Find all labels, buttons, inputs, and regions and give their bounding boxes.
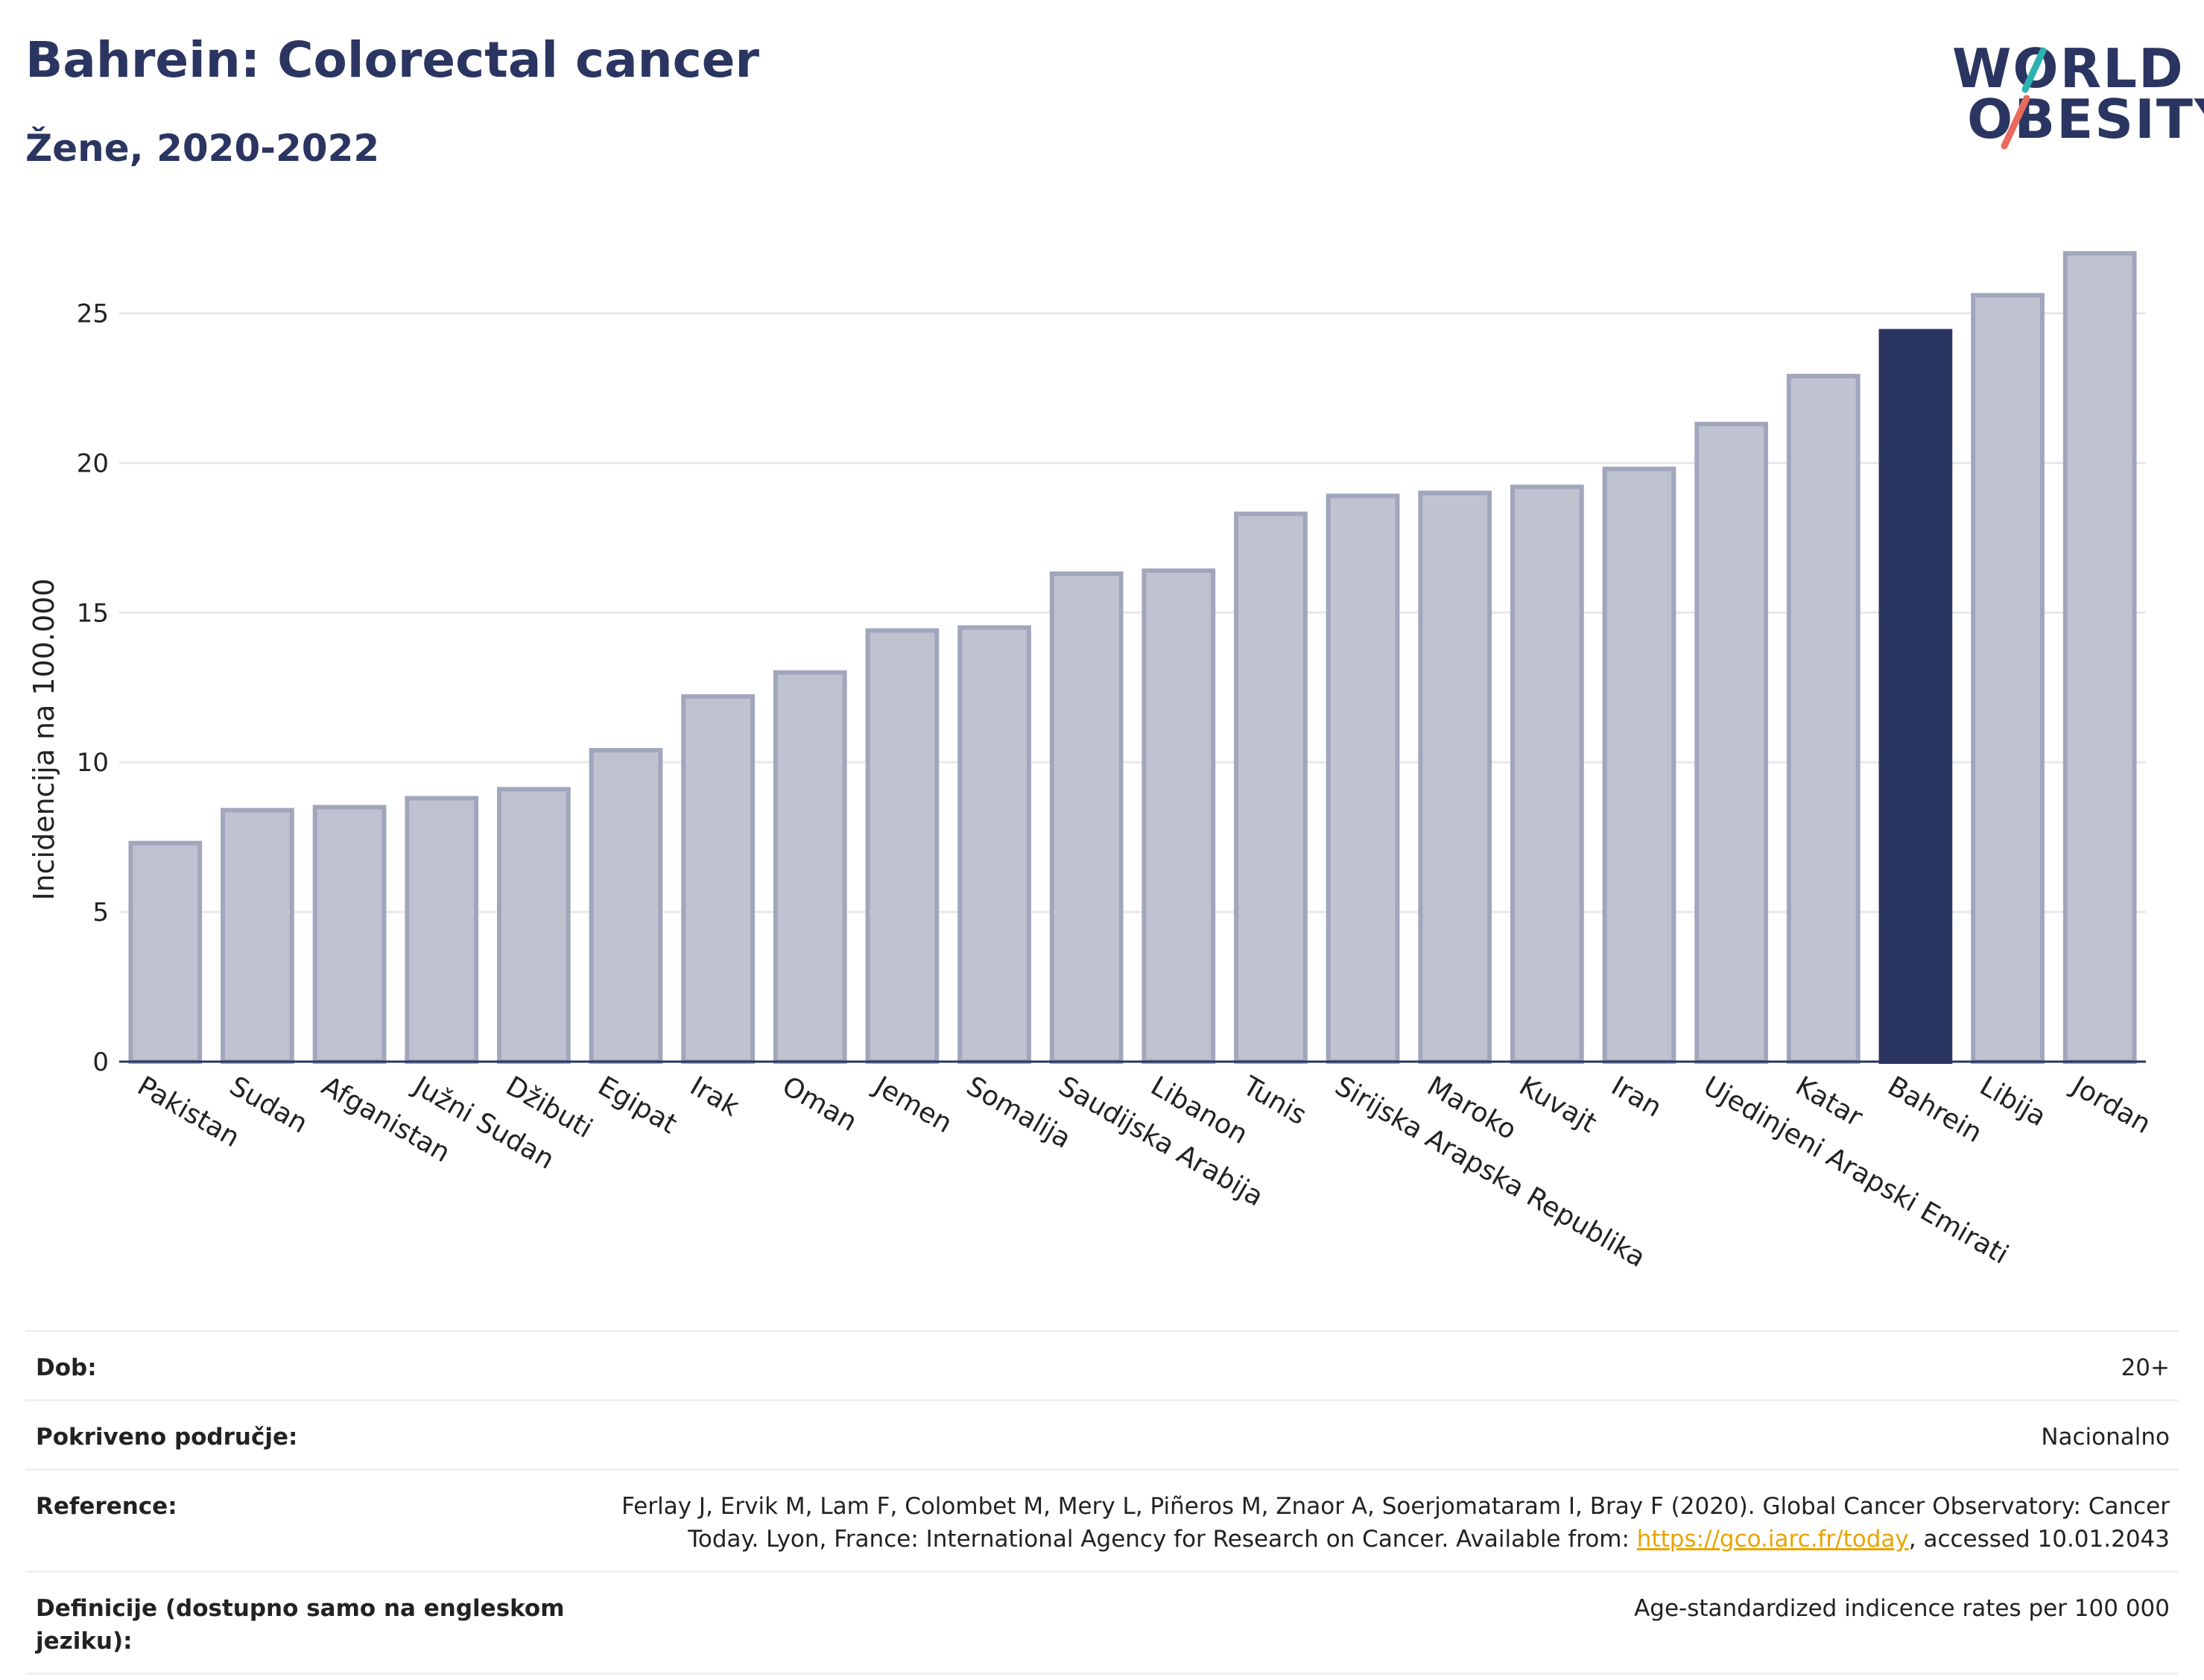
reference-value: Ferlay J, Ervik M, Lam F, Colombet M, Me… (590, 1490, 2179, 1556)
x-tick-label: Egipat (593, 1071, 683, 1140)
meta-row-age: Dob: 20+ (25, 1330, 2179, 1399)
y-tick-label: 25 (77, 299, 109, 329)
y-tick-label: 20 (77, 448, 109, 478)
bar-južni-sudan (405, 796, 479, 1065)
reference-text-1: Ferlay J, Ervik M, Lam F, Colombet M, Me… (621, 1493, 2170, 1553)
bar-džibuti (497, 787, 571, 1064)
age-value: 20+ (2121, 1354, 2170, 1381)
y-tick-label: 15 (77, 598, 109, 628)
x-tick-label: Somalija (961, 1071, 1076, 1155)
x-tick-label: Iran (1606, 1071, 1667, 1123)
x-tick-label: Jemen (868, 1070, 957, 1139)
meta-row-definition: Definicije (dostupno samo na engleskom j… (25, 1570, 2179, 1675)
chart-title: Bahrein: Colorectal cancer (25, 31, 760, 89)
bar-egipat (589, 748, 663, 1064)
bar-jordan (2062, 251, 2137, 1064)
bar-irak (681, 694, 755, 1064)
y-axis-ticks: 0 5 10 15 20 25 (77, 299, 109, 1077)
x-tick-label: Pakistan (132, 1071, 244, 1153)
bar-iran (1602, 466, 1676, 1064)
bar-sudan (221, 808, 294, 1064)
x-tick-label: Kuvajt (1514, 1071, 1602, 1139)
logo-line-1: WORLD (1952, 37, 2185, 100)
bar-oman (773, 670, 847, 1064)
bar-bahrein (1878, 329, 1953, 1064)
x-tick-label: Jordan (2065, 1070, 2156, 1140)
y-tick-label: 5 (92, 898, 109, 928)
x-tick-label: Bahrein (1882, 1071, 1986, 1149)
x-tick-label: Oman (777, 1071, 862, 1138)
metadata-table: Dob: 20+ Pokriveno područje: Nacionalno … (25, 1330, 2179, 1675)
bar-maroko (1418, 490, 1492, 1064)
bar-saudijska-arabija (1049, 571, 1124, 1064)
bar-libija (1971, 293, 2045, 1064)
y-tick-label: 10 (77, 748, 109, 778)
bar-pakistan (128, 840, 203, 1064)
bars (128, 251, 2137, 1065)
age-label: Dob: (36, 1354, 97, 1381)
meta-row-coverage: Pokriveno područje: Nacionalno (25, 1399, 2179, 1468)
y-axis-label: Incidencija na 100.000 (28, 578, 60, 900)
x-tick-label: Irak (685, 1071, 744, 1123)
bar-somalija (957, 625, 1031, 1064)
reference-text-2: , accessed 10.01.2043 (1908, 1526, 2170, 1553)
bar-kuvajt (1510, 484, 1584, 1064)
bar-jemen (865, 628, 940, 1064)
bar-ujedinjeni-arapski-emirati (1694, 422, 1768, 1064)
bar-afganistan (312, 805, 387, 1064)
coverage-label: Pokriveno područje: (36, 1424, 298, 1451)
world-obesity-logo: WORLD OBESITY (1937, 27, 2204, 161)
chart-subtitle: Žene, 2020-2022 (25, 127, 380, 170)
reference-label: Reference: (36, 1493, 177, 1520)
bar-katar (1786, 373, 1861, 1064)
bar-sirijska-arapska-republika (1326, 493, 1400, 1064)
y-tick-label: 0 (92, 1047, 109, 1077)
bar-tunis (1234, 511, 1308, 1064)
definition-label: Definicije (dostupno samo na engleskom j… (36, 1595, 565, 1655)
coverage-value: Nacionalno (2041, 1424, 2170, 1451)
logo-slash-icon (2001, 47, 2047, 150)
reference-link[interactable]: https://gco.iarc.fr/today (1636, 1526, 1909, 1553)
meta-row-reference: Reference: Ferlay J, Ervik M, Lam F, Col… (25, 1468, 2179, 1570)
definition-value: Age-standardized indicence rates per 100… (1634, 1595, 2170, 1622)
bar-libanon (1141, 568, 1216, 1064)
